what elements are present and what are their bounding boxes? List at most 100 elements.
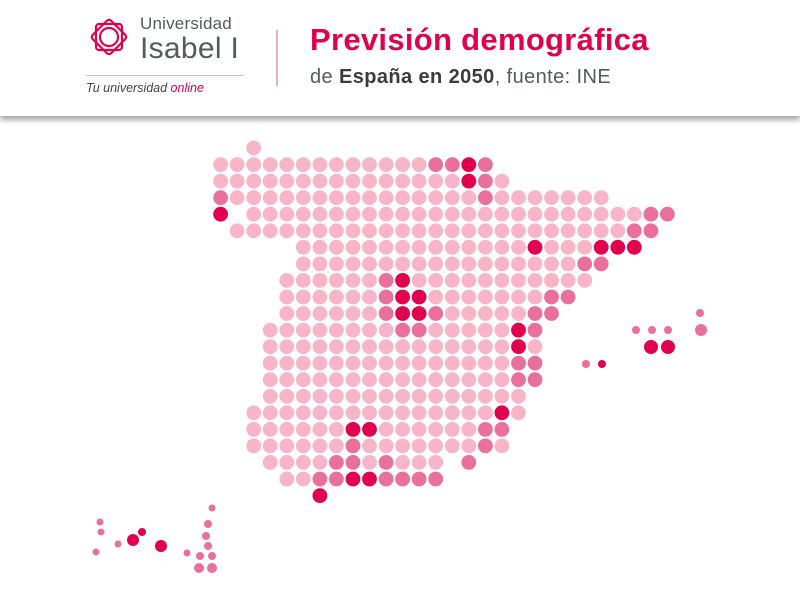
map-dot <box>362 405 377 421</box>
map-dot <box>362 388 377 404</box>
map-dot <box>560 289 576 305</box>
map-dot <box>494 289 510 305</box>
map-dot <box>295 471 311 487</box>
map-dot <box>395 455 410 470</box>
map-dot <box>593 223 609 239</box>
map-dot <box>461 306 477 321</box>
map-dot <box>461 289 477 305</box>
map-dot <box>494 173 510 189</box>
map-dot <box>395 388 410 404</box>
map-dot <box>345 239 361 255</box>
map-dot <box>478 438 493 454</box>
map-dot <box>511 239 526 255</box>
map-dot <box>345 405 361 421</box>
map-dot <box>478 289 493 305</box>
map-dot <box>428 471 444 487</box>
map-dot <box>329 239 344 255</box>
map-dot <box>329 190 344 206</box>
map-dot <box>207 563 217 573</box>
map-dot <box>428 173 444 189</box>
map-dot <box>560 223 576 239</box>
map-dot <box>411 405 427 421</box>
map-dot <box>246 438 262 454</box>
map-dot <box>329 322 344 338</box>
map-dot <box>648 326 656 334</box>
map-dot <box>196 552 204 560</box>
map-dot <box>362 339 377 354</box>
map-dot <box>411 256 427 272</box>
map-dot <box>428 256 444 272</box>
map-dot <box>295 405 311 421</box>
map-dot <box>494 190 510 206</box>
map-dot <box>213 157 229 173</box>
map-dot <box>494 355 510 371</box>
map-dot <box>544 256 559 272</box>
map-dot <box>395 372 410 388</box>
map-dot <box>461 273 477 288</box>
subtitle-post: , fuente: INE <box>494 66 612 88</box>
map-dot <box>362 239 377 255</box>
map-dot <box>544 306 559 321</box>
map-dot <box>511 388 526 404</box>
map-dot <box>329 388 344 404</box>
map-dot <box>444 157 460 173</box>
map-dot <box>345 455 361 470</box>
map-dot <box>329 422 344 437</box>
map-dot <box>345 190 361 206</box>
map-dot <box>444 273 460 288</box>
map-dot <box>312 488 328 503</box>
map-dot <box>527 339 543 354</box>
map-dot <box>511 339 526 354</box>
map-dot <box>312 405 328 421</box>
map-dot <box>461 223 477 239</box>
map-dot <box>395 322 410 338</box>
map-dot <box>345 322 361 338</box>
map-dot <box>511 306 526 321</box>
map-dot <box>395 256 410 272</box>
map-dot <box>378 190 394 206</box>
tagline-prefix: Tu universidad <box>86 81 171 95</box>
map-dot <box>577 273 593 288</box>
map-dot <box>632 326 640 334</box>
map-dot <box>208 552 216 560</box>
subtitle-bold: España en 2050 <box>339 66 495 88</box>
map-dot <box>329 355 344 371</box>
map-dot <box>362 273 377 288</box>
map-dot <box>362 471 377 487</box>
map-dot <box>527 190 543 206</box>
map-dot <box>511 372 526 388</box>
map-dot <box>312 322 328 338</box>
map-dot <box>345 223 361 239</box>
map-dot <box>378 289 394 305</box>
map-dot <box>329 206 344 222</box>
map-dot <box>478 206 493 222</box>
map-dot <box>478 273 493 288</box>
map-dot <box>378 339 394 354</box>
map-dot <box>544 223 559 239</box>
map-dot <box>378 405 394 421</box>
map-dot <box>461 455 477 470</box>
map-dot <box>544 190 559 206</box>
map-dot <box>194 563 204 573</box>
map-dot <box>511 190 526 206</box>
map-dot <box>527 239 543 255</box>
map-dot <box>362 422 377 437</box>
map-dot <box>428 206 444 222</box>
map-dot <box>183 549 191 557</box>
map-dot <box>395 289 410 305</box>
map-dot <box>461 190 477 206</box>
map-dot <box>494 273 510 288</box>
map-dot <box>246 405 262 421</box>
map-dot <box>560 256 576 272</box>
map-dot <box>312 190 328 206</box>
map-dot <box>312 372 328 388</box>
map-dot <box>478 355 493 371</box>
map-dot <box>262 322 278 338</box>
map-dot <box>97 528 105 536</box>
map-dot <box>312 388 328 404</box>
map-dot <box>279 173 295 189</box>
map-dot <box>345 173 361 189</box>
map-dot <box>208 504 216 512</box>
logo-text-isabel: Isabel I <box>140 32 240 65</box>
map-dot <box>593 190 609 206</box>
